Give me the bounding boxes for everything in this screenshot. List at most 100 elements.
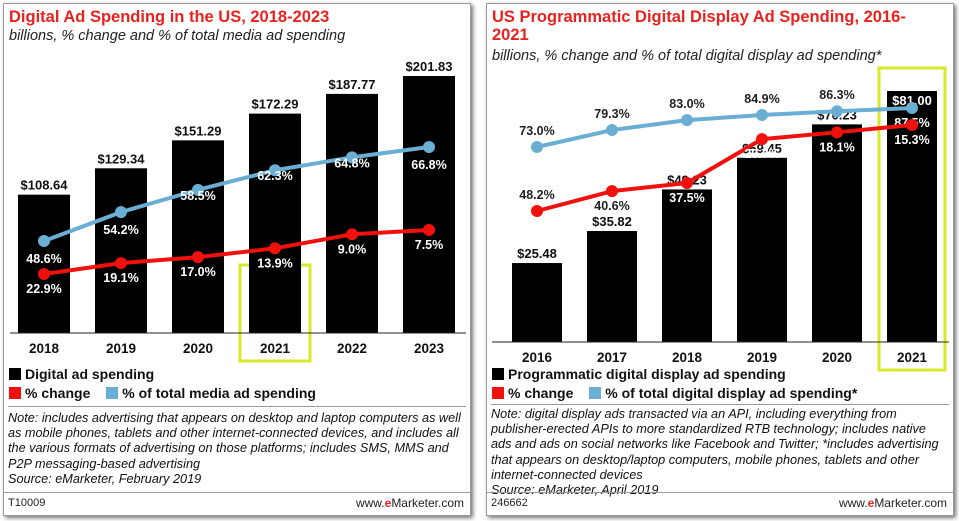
note-source: Source: eMarketer, April 2019 [491,483,659,498]
bar-value-label-2023: $201.83 [406,59,453,74]
share-label-2019: 54.2% [103,223,138,237]
bar-value-label-2022: $187.77 [329,77,376,92]
legend-item-change: % change [9,385,90,401]
share-label-2016: 73.0% [519,124,554,138]
share-label-2020: 86.3% [819,88,854,102]
note-separator [8,406,466,407]
chart-plot-digital-ad-spending: $108.64 2018 $129.34 2019 $151.29 2020 $172.29… [10,59,466,363]
note-text: Note: includes advertising that appears … [8,411,461,471]
share-label-2018: 48.6% [26,252,61,266]
change-point-2019 [756,133,768,146]
share-point-2020 [192,183,204,196]
chart-subtitle: billions, % change and % of total media … [9,28,346,44]
share-point-2020 [831,105,843,118]
legend-label-bars: Programmatic digital display ad spending [508,366,786,382]
share-point-2017 [606,124,618,137]
site-suffix: Marketer.com [874,496,947,510]
chart-footer: T10009 www.eMarketer.com [4,492,470,515]
bar-2021 [887,91,937,342]
legend-label-share: % of total media ad spending [122,385,316,401]
share-point-2022 [346,151,358,164]
bar-2022 [326,93,378,333]
change-label-2018: 22.9% [26,282,61,296]
bar-2021 [249,113,301,334]
change-label-2023: 7.5% [415,238,444,252]
chart-plot-programmatic-display: $25.482016$35.822017$49.232018$59.452019… [492,66,949,372]
change-label-2017: 40.6% [594,199,629,213]
change-point-2018 [38,268,50,280]
bar-value-label-2016: $25.48 [517,246,557,261]
legend-swatch-bars [9,368,21,380]
legend-label-change: % change [508,385,574,401]
legend-bars: Digital ad spending [9,366,154,382]
chart-footer: 246662 www.eMarketer.com [487,492,953,515]
x-tick-label-2018: 2018 [672,350,703,365]
legend-lines: % change % of total digital display ad s… [492,385,869,401]
x-tick-label-2023: 2023 [414,341,445,356]
x-tick-label-2019: 2019 [106,341,136,356]
bar-value-label-2021: $172.29 [252,97,299,112]
change-point-2017 [606,185,618,198]
share-point-2018 [38,235,50,247]
change-label-2020: 18.1% [819,140,854,154]
bar-2020 [172,140,224,333]
site-brand: e [867,496,875,510]
emarketer-link[interactable]: www.eMarketer.com [839,496,947,510]
chart-title: US Programmatic Digital Display Ad Spend… [492,8,906,44]
share-point-2021 [269,164,281,177]
legend-item-share: % of total media ad spending [106,385,316,401]
legend-item-share: % of total digital display ad spending* [589,385,857,401]
legend-item-change: % change [492,385,573,401]
x-tick-label-2017: 2017 [597,350,627,365]
legend-swatch-change [9,387,21,399]
share-label-2018: 83.0% [669,97,704,111]
share-label-2023: 66.8% [411,158,446,172]
legend-swatch-bars [492,368,504,380]
chart-subtitle: billions, % change and % of total digita… [492,48,882,64]
bar-value-label-2019: $129.34 [98,151,146,166]
chart-panel-programmatic-display: $25.482016$35.822017$49.232018$59.452019… [486,3,954,516]
change-label-2021: 15.3% [894,133,929,147]
site-prefix: www. [838,496,868,510]
chart-note: Note: digital display ads transacted via… [491,407,949,498]
change-point-2023 [423,224,435,236]
change-point-2021 [269,242,281,255]
legend-bars: Programmatic digital display ad spending [492,366,786,382]
share-label-2019: 84.9% [744,92,779,106]
share-point-2021 [906,102,918,114]
share-series-line [43,145,430,243]
bar-2023 [403,76,455,333]
share-point-2019 [756,108,768,121]
share-label-2022: 64.8% [334,156,369,170]
change-point-2016 [531,205,543,217]
emarketer-link[interactable]: www.eMarketer.com [356,496,464,510]
change-point-2021 [906,119,918,131]
bar-value-label-2018: $108.64 [21,178,69,193]
change-label-2019: 20.7% [744,147,779,161]
x-tick-label-2021: 2021 [260,341,291,356]
share-label-2021: 62.3% [257,169,292,183]
bar-2018 [18,194,70,333]
change-point-2019 [115,257,127,270]
share-point-2018 [681,114,693,127]
bar-value-label-2017: $35.82 [592,214,632,229]
chart-title: Digital Ad Spending in the US, 2018-2023 [9,8,330,26]
chart-code: 246662 [491,497,528,509]
x-tick-label-2020: 2020 [183,341,213,356]
bar-value-label-2021: $81.00 [892,93,932,108]
legend-swatch-share [106,387,119,399]
chart-panel-digital-ad-spending: $108.64 2018 $129.34 2019 $151.29 2020 $172.29… [3,3,471,516]
chart-code: T10009 [8,497,46,509]
change-point-2022 [346,228,358,241]
share-label-2020: 58.5% [180,189,215,203]
share-point-2019 [115,206,127,219]
legend-swatch-change [492,387,504,399]
change-label-2019: 19.1% [103,271,138,285]
site-brand: e [384,496,392,510]
bar-2018 [662,189,712,342]
legend-label-share: % of total digital display ad spending* [605,385,858,401]
note-text: Note: digital display ads transacted via… [491,407,939,482]
chart-note: Note: includes advertising that appears … [8,411,466,487]
x-tick-label-2020: 2020 [822,350,852,365]
site-suffix: Marketer.com [391,496,464,510]
